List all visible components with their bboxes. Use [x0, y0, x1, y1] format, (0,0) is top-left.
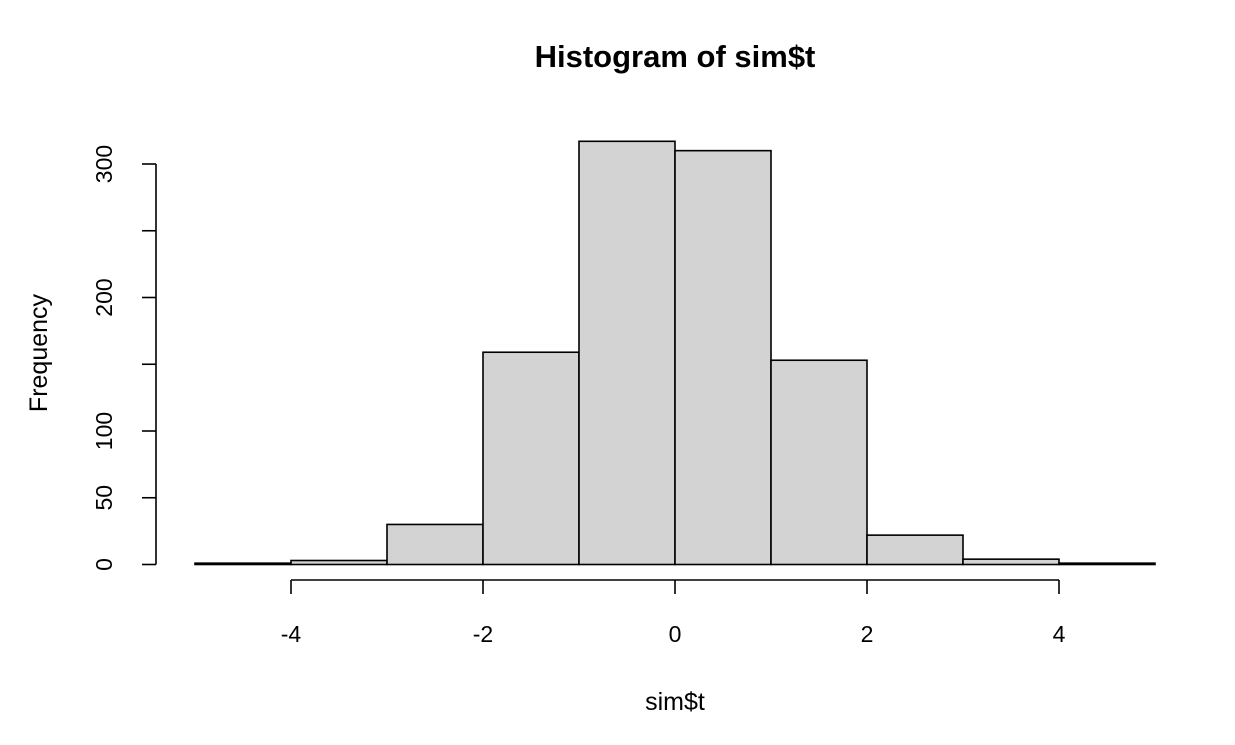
- chart-title: Histogram of sim$t: [535, 39, 816, 74]
- histogram-bar: [290, 559, 388, 566]
- y-axis-label: Frequency: [25, 293, 53, 412]
- x-tick-label: -4: [281, 621, 302, 647]
- histogram-bar: [1058, 562, 1156, 566]
- x-tick-label: -2: [473, 621, 493, 647]
- histogram-bar: [386, 523, 484, 566]
- y-tick-label: 0: [91, 558, 117, 571]
- histogram-bar: [674, 149, 772, 566]
- x-tick-label: 4: [1053, 621, 1066, 647]
- x-tick-label: 0: [669, 621, 682, 647]
- histogram-bar: [866, 534, 964, 566]
- bars-group: [194, 140, 1156, 566]
- histogram-bar: [962, 558, 1060, 566]
- x-axis: -4 -2 0 2 4: [281, 579, 1066, 647]
- y-axis: 0 50 100 200 300: [91, 145, 157, 571]
- histogram-bar: [770, 359, 868, 566]
- y-tick-label: 100: [91, 412, 117, 450]
- histogram-bar: [482, 351, 580, 566]
- y-tick-label: 300: [91, 145, 117, 183]
- x-axis-label: sim$t: [645, 688, 705, 716]
- histogram-bar: [194, 562, 292, 566]
- histogram-bar: [578, 140, 676, 566]
- y-tick-label: 50: [91, 485, 117, 511]
- x-tick-label: 2: [861, 621, 874, 647]
- y-tick-label: 200: [91, 278, 117, 316]
